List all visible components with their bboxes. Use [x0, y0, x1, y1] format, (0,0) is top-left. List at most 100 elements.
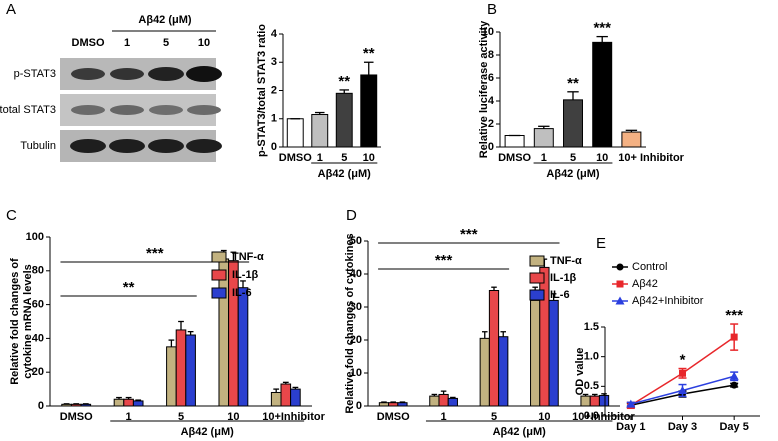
bar: [498, 336, 509, 407]
bar: [598, 394, 610, 407]
marker: [616, 280, 624, 288]
bar: [280, 383, 292, 407]
marker: [626, 399, 636, 408]
error-bar: [339, 89, 350, 94]
error-bar: [230, 251, 237, 261]
y-tick-label: 60: [32, 299, 44, 311]
bar: [539, 266, 550, 407]
bar: [132, 400, 144, 407]
error-bar: [168, 339, 175, 347]
legend-swatch: [211, 251, 227, 263]
significance: *: [680, 352, 686, 369]
x-tick-label: 10+Inhibitor: [262, 411, 325, 423]
western-blot: Aβ42 (μM) DMSO 1 5 10 p-STAT3 total STAT…: [0, 14, 222, 162]
error-bar: [567, 91, 579, 100]
significance: **: [338, 73, 350, 90]
bar: [488, 290, 500, 407]
y-tick-label: 4: [271, 28, 278, 40]
bar: [218, 258, 230, 407]
x-tick-label: 10+Inhibitor: [572, 411, 635, 423]
row-label: Tubulin: [20, 140, 56, 152]
y-tick-label: 10: [350, 367, 362, 379]
significance: **: [123, 279, 135, 296]
significance: ***: [725, 307, 743, 324]
marker: [729, 371, 739, 380]
bar: [533, 128, 554, 148]
error-bar: [592, 393, 598, 397]
error-bar: [481, 331, 488, 339]
blot-band: [71, 105, 105, 115]
legend-swatch: [529, 255, 545, 267]
marker: [730, 381, 738, 389]
y-tick-label: 2: [271, 84, 277, 96]
bar: [530, 299, 541, 407]
lane-label: 5: [163, 37, 169, 49]
x-tick-label: 10: [538, 411, 550, 423]
lane-label: 1: [124, 37, 130, 49]
error-bar: [538, 125, 550, 129]
bar: [438, 393, 449, 407]
error-bar: [431, 393, 438, 397]
error-bar: [582, 393, 589, 397]
panel-label: A: [6, 1, 16, 18]
y-tick-label: 10: [482, 26, 494, 38]
marker: [678, 385, 687, 394]
marker: [616, 263, 624, 271]
blot-band: [187, 105, 221, 115]
panel-label: C: [6, 207, 17, 224]
y-tick-label: 0: [271, 141, 277, 153]
error-bar: [73, 403, 80, 405]
marker: [679, 369, 686, 377]
y-tick-label: 40: [32, 332, 44, 344]
y-tick-label: 1.5: [584, 321, 599, 333]
legend-swatch: [211, 269, 227, 281]
bar: [228, 260, 239, 407]
y-tick-label: 20: [32, 366, 44, 378]
y-tick-label: 20: [350, 334, 362, 346]
bar: [70, 403, 82, 407]
bar: [621, 131, 642, 148]
x-tick-label: 10: [596, 152, 608, 164]
y-tick-label: 50: [350, 235, 362, 247]
panel-label: D: [346, 207, 357, 224]
x-tick-label: DMSO: [498, 152, 531, 164]
marker: [730, 333, 738, 341]
bar: [429, 395, 440, 407]
error-bar: [363, 61, 374, 75]
significance: **: [363, 45, 375, 62]
y-tick-label: 40: [350, 268, 362, 280]
panel-label: B: [487, 1, 497, 18]
error-bar: [292, 386, 299, 390]
error-bar: [282, 381, 289, 385]
x-tick-label: 1: [541, 152, 547, 164]
y-tick-label: 3: [271, 56, 277, 68]
row-label: p-STAT3: [14, 68, 56, 80]
x-tick-label: 1: [441, 411, 447, 423]
x-tick-label: 5: [178, 411, 184, 423]
x-tick-label: Day 1: [616, 421, 645, 433]
x-tick-label: Day 3: [668, 421, 697, 433]
bar: [185, 334, 196, 407]
bar: [378, 402, 390, 407]
bar: [563, 99, 583, 148]
y-tick-label: 6: [488, 72, 494, 84]
y-axis-label: Relative fold changes of: [9, 258, 21, 385]
error-bar: [135, 399, 142, 401]
bar: [166, 346, 177, 407]
blot-band: [148, 139, 184, 153]
x-tick-label: 1: [126, 411, 132, 423]
y-axis-label: p-STAT3/total STAT3 ratio: [256, 24, 268, 157]
error-bar: [550, 293, 557, 301]
y-axis-label: cytokine mRNA levels: [22, 264, 34, 379]
legend-label: IL-6: [232, 287, 252, 299]
bar: [113, 398, 125, 407]
bar: [290, 388, 301, 407]
blot-band: [110, 105, 144, 115]
y-axis-label: OD value: [574, 348, 586, 396]
chart: 0 1 2 3 4p-STAT3/total STAT3 ratio DMSO 1 5 10 Aβ…: [256, 24, 381, 180]
x-tick-label: Day 5: [719, 421, 748, 433]
y-tick-label: 1.0: [584, 351, 599, 363]
y-tick-label: 0.5: [584, 380, 599, 392]
